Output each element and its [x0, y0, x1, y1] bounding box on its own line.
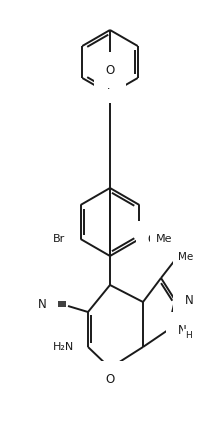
- Text: Br: Br: [52, 234, 65, 244]
- Text: Me: Me: [178, 252, 193, 262]
- Text: H: H: [185, 330, 192, 340]
- Text: F: F: [107, 78, 113, 92]
- Text: O: O: [147, 232, 157, 246]
- Text: O: O: [105, 373, 115, 385]
- Text: N: N: [178, 323, 187, 337]
- Text: Me: Me: [156, 234, 172, 244]
- Text: N: N: [185, 293, 194, 307]
- Text: H₂N: H₂N: [52, 342, 74, 352]
- Text: O: O: [105, 63, 115, 77]
- Text: N: N: [38, 297, 46, 311]
